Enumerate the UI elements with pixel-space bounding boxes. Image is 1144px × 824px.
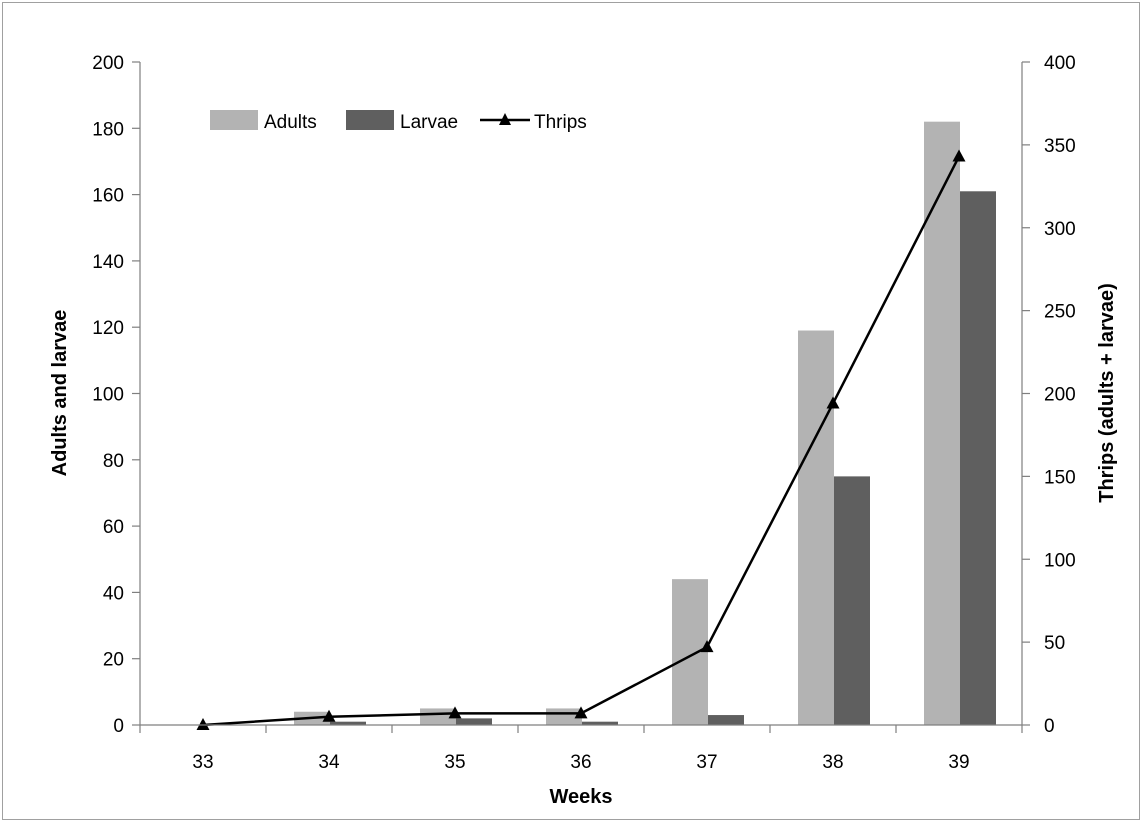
bar-adults-38 xyxy=(798,330,834,725)
legend-label-adults: Adults xyxy=(264,112,317,133)
x-tick-label-33: 33 xyxy=(192,752,213,773)
y-tick-label-140: 140 xyxy=(92,252,124,273)
x-tick-label-36: 36 xyxy=(570,752,591,773)
marker-thrips-38 xyxy=(826,396,840,409)
y2-tick-label-100: 100 xyxy=(1044,550,1076,571)
bar-larvae-37 xyxy=(708,715,744,725)
y2-tick-label-300: 300 xyxy=(1044,219,1076,240)
x-axis-title: Weeks xyxy=(549,786,612,808)
y-tick-label-100: 100 xyxy=(92,385,124,406)
bars-layer xyxy=(294,121,996,726)
legend-marker-thrips xyxy=(499,113,511,125)
legend-label-larvae: Larvae xyxy=(400,112,458,133)
legend: Adults Larvae Thrips xyxy=(210,110,587,133)
x-tick-label-39: 39 xyxy=(948,752,969,773)
y2-tick-label-250: 250 xyxy=(1044,302,1076,323)
y2-tick-label-0: 0 xyxy=(1044,716,1055,737)
x-tick-label-35: 35 xyxy=(444,752,465,773)
y-tick-label-180: 180 xyxy=(92,119,124,140)
x-tick-label-34: 34 xyxy=(318,752,340,773)
y2-axis-title: Thrips (adults + larvae) xyxy=(1096,283,1118,503)
y-axis-title: Adults and larvae xyxy=(49,310,71,477)
marker-thrips-34 xyxy=(322,709,336,722)
legend-swatch-larvae xyxy=(346,110,394,130)
y2-tick-label-200: 200 xyxy=(1044,385,1076,406)
legend-swatch-adults xyxy=(210,110,258,130)
bar-adults-39 xyxy=(924,121,960,726)
y2-tick-label-400: 400 xyxy=(1044,53,1076,74)
marker-thrips-33 xyxy=(196,718,210,730)
bar-larvae-38 xyxy=(834,476,870,725)
x-tick-label-37: 37 xyxy=(696,752,717,773)
bar-larvae-35 xyxy=(456,718,492,725)
y-tick-label-200: 200 xyxy=(92,53,124,74)
y-tick-label-60: 60 xyxy=(103,517,124,538)
y-tick-label-20: 20 xyxy=(103,650,124,671)
axes-layer: 0 20 40 60 80 100 120 140 160 180 200 0 50 100 150 200 2… xyxy=(92,53,1075,773)
y2-tick-label-150: 150 xyxy=(1044,467,1076,488)
y-tick-label-0: 0 xyxy=(113,716,124,737)
marker-thrips-37 xyxy=(700,640,714,653)
y-tick-label-80: 80 xyxy=(103,451,124,472)
y-tick-label-120: 120 xyxy=(92,318,124,339)
marker-thrips-36 xyxy=(574,706,588,719)
bar-larvae-36 xyxy=(582,721,618,725)
y2-tick-label-50: 50 xyxy=(1044,633,1065,654)
marker-thrips-35 xyxy=(448,706,462,719)
y-tick-label-40: 40 xyxy=(103,583,124,604)
legend-label-thrips: Thrips xyxy=(534,112,587,133)
x-tick-label-38: 38 xyxy=(822,752,843,773)
y2-tick-label-350: 350 xyxy=(1044,136,1076,157)
marker-thrips-39 xyxy=(952,149,966,162)
bar-larvae-39 xyxy=(960,191,996,725)
bar-larvae-34 xyxy=(330,721,366,725)
y-tick-label-160: 160 xyxy=(92,186,124,207)
line-layer xyxy=(196,149,966,730)
